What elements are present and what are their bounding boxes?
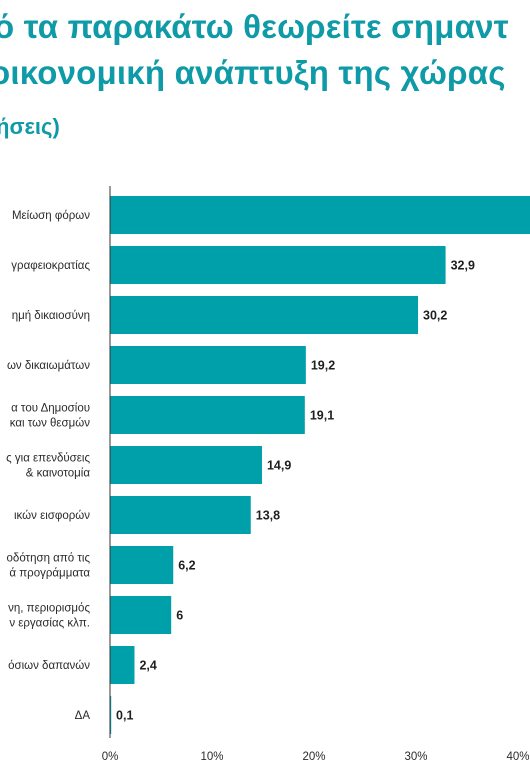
- bar: [110, 596, 172, 634]
- data-label: 19,2: [311, 359, 335, 373]
- category-label: γραφειοκρατίας: [11, 260, 90, 272]
- data-label: 6,2: [178, 559, 195, 573]
- data-label: 6: [176, 609, 183, 623]
- bar: [110, 296, 419, 334]
- data-label: 30,2: [423, 309, 447, 323]
- chart-title-line-1: ό τα παρακάτω θεωρείτε σημαντ: [0, 8, 509, 45]
- bar: [110, 696, 112, 734]
- category-label: ημή δικαιοσύνη: [12, 310, 90, 322]
- x-tick-label: 0%: [102, 751, 119, 763]
- data-label: 14,9: [267, 459, 291, 473]
- bar: [110, 546, 174, 584]
- category-label: ά προγράμματα: [9, 568, 90, 580]
- category-label: ικών εισφορών: [14, 510, 90, 522]
- category-label: α του Δημοσίου: [11, 403, 90, 415]
- x-tick-label: 10%: [200, 751, 223, 763]
- bar: [110, 246, 446, 284]
- category-label: όσιων δαπανών: [8, 660, 90, 672]
- bar: [110, 396, 305, 434]
- chart-subtitle: ήσεις): [0, 114, 60, 139]
- category-label: οδότηση από τις: [7, 553, 91, 565]
- data-label: 32,9: [451, 259, 475, 273]
- data-label: 13,8: [256, 509, 280, 523]
- category-label: & καινοτομία: [26, 468, 91, 480]
- category-label: και των θεσμών: [10, 418, 91, 430]
- data-label: 0,1: [116, 709, 133, 723]
- x-tick-label: 40%: [506, 751, 529, 763]
- category-label: ΔΑ: [75, 710, 91, 722]
- category-label: Μείωση φόρων: [12, 210, 90, 222]
- category-label: ν εργασίας κλπ.: [9, 618, 90, 630]
- bar: [110, 346, 306, 384]
- bar: [110, 196, 530, 234]
- data-label: 19,1: [310, 409, 334, 423]
- category-label: ων δικαιωμάτων: [7, 360, 90, 372]
- chart-title-line-2: οικονομική ανάπτυξη της χώρας: [0, 54, 506, 91]
- category-label: ς για επενδύσεις: [6, 453, 90, 465]
- x-tick-label: 30%: [404, 751, 427, 763]
- x-tick-label: 20%: [302, 751, 325, 763]
- category-label: νη, περιορισμός: [8, 603, 90, 615]
- bar: [110, 646, 135, 684]
- data-label: 2,4: [139, 659, 156, 673]
- bar: [110, 496, 251, 534]
- bar: [110, 446, 262, 484]
